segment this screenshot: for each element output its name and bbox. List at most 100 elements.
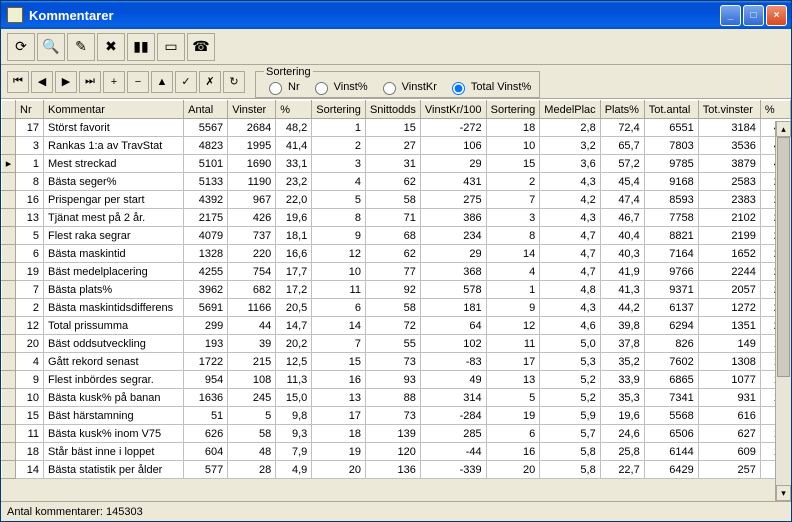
col-header[interactable]: Snittodds [365, 101, 420, 119]
cell: 15,0 [276, 389, 312, 407]
minimize-button[interactable]: _ [720, 5, 741, 26]
sort-radio[interactable] [269, 82, 282, 95]
sort-option-vinst%[interactable]: Vinst% [310, 79, 368, 95]
cell: 1077 [698, 371, 760, 389]
cell: 58 [228, 425, 276, 443]
col-header[interactable]: Tot.antal [644, 101, 698, 119]
col-header[interactable]: Antal [184, 101, 228, 119]
checkmark-icon[interactable]: ✓ [175, 71, 197, 93]
sort-radio[interactable] [383, 82, 396, 95]
table-row[interactable]: 9Flest inbördes segrar.95410811,31693491… [2, 371, 791, 389]
cell: Bästa kusk% på banan [44, 389, 184, 407]
refresh-icon[interactable]: ↻ [223, 71, 245, 93]
col-header[interactable]: Plats% [600, 101, 644, 119]
col-header[interactable]: Sortering [312, 101, 366, 119]
last-icon[interactable]: ⏭ [79, 71, 101, 93]
col-header[interactable]: Vinster [228, 101, 276, 119]
col-header[interactable]: MedelPlac [540, 101, 600, 119]
sortering-legend: Sortering [264, 66, 313, 78]
table-row[interactable]: ▸1Mest streckad5101169033,133129153,657,… [2, 155, 791, 173]
cell: 120 [365, 443, 420, 461]
table-row[interactable]: 5Flest raka segrar407973718,196823484,74… [2, 227, 791, 245]
cell: 12,5 [276, 353, 312, 371]
cell: 9 [486, 299, 540, 317]
reload-icon[interactable]: ⟳ [7, 33, 35, 61]
sort-option-vinstkr[interactable]: VinstKr [378, 79, 437, 95]
col-header[interactable]: Nr [16, 101, 44, 119]
cell: 6144 [644, 443, 698, 461]
first-icon[interactable]: ⏮ [7, 71, 29, 93]
table-row[interactable]: 6Bästa maskintid132822016,6126229144,740… [2, 245, 791, 263]
cell: 14 [16, 461, 44, 479]
edit-icon[interactable]: ✎ [67, 33, 95, 61]
cell: 4,3 [540, 299, 600, 317]
cell: 17 [312, 407, 366, 425]
cell: 431 [420, 173, 486, 191]
cell: 64 [420, 317, 486, 335]
row-indicator [2, 461, 16, 479]
cell: 106 [420, 137, 486, 155]
cell: Bästa maskintidsdifferens [44, 299, 184, 317]
scroll-up-icon[interactable]: ▴ [776, 121, 791, 137]
close-button[interactable]: × [766, 5, 787, 26]
binoculars-icon[interactable]: 🔍 [37, 33, 65, 61]
sort-radio[interactable] [315, 82, 328, 95]
table-row[interactable]: 8Bästa seger%5133119023,246243124,345,49… [2, 173, 791, 191]
table-row[interactable]: 17Störst favorit5567268448,2115-272182,8… [2, 119, 791, 137]
cell: 2175 [184, 209, 228, 227]
delete-icon[interactable]: ✖ [97, 33, 125, 61]
col-header[interactable]: Sortering [486, 101, 540, 119]
table-row[interactable]: 4Gått rekord senast172221512,51573-83175… [2, 353, 791, 371]
cell: 8 [16, 173, 44, 191]
prev-icon[interactable]: ◀ [31, 71, 53, 93]
cancel-icon[interactable]: ✗ [199, 71, 221, 93]
table-row[interactable]: 19Bäst medelplacering425575417,710773684… [2, 263, 791, 281]
cell: 40,3 [600, 245, 644, 263]
chart-icon[interactable]: ▮▮ [127, 33, 155, 61]
scroll-down-icon[interactable]: ▾ [776, 485, 791, 501]
col-header[interactable]: VinstKr/100 [420, 101, 486, 119]
cell: 826 [644, 335, 698, 353]
cell: 29 [420, 245, 486, 263]
table-row[interactable]: 18Står bäst inne i loppet604487,919120-4… [2, 443, 791, 461]
table-row[interactable]: 10Bästa kusk% på banan163624515,01388314… [2, 389, 791, 407]
next-icon[interactable]: ▶ [55, 71, 77, 93]
table-row[interactable]: 14Bästa statistik per ålder577284,920136… [2, 461, 791, 479]
cell: 2583 [698, 173, 760, 191]
scroll-thumb[interactable] [777, 137, 790, 377]
data-grid[interactable]: NrKommentarAntalVinster%SorteringSnittod… [1, 100, 791, 479]
titlebar: Kommentarer _ □ × [1, 1, 791, 29]
table-row[interactable]: 3Rankas 1:a av TravStat4823199541,422710… [2, 137, 791, 155]
cell: 4 [486, 263, 540, 281]
table-row[interactable]: 13Tjänat mest på 2 år.217542619,68713863… [2, 209, 791, 227]
table-row[interactable]: 2Bästa maskintidsdifferens5691116620,565… [2, 299, 791, 317]
cell: 1 [312, 119, 366, 137]
cell: 5 [486, 389, 540, 407]
col-header[interactable]: % [276, 101, 312, 119]
sort-option-nr[interactable]: Nr [264, 79, 300, 95]
col-header[interactable]: Tot.vinster [698, 101, 760, 119]
cell: 5568 [644, 407, 698, 425]
table-row[interactable]: 15Bäst härstamning5159,81773-284195,919,… [2, 407, 791, 425]
cell: 5691 [184, 299, 228, 317]
col-header[interactable]: Kommentar [44, 101, 184, 119]
table-row[interactable]: 11Bästa kusk% inom V75626589,31813928565… [2, 425, 791, 443]
sort-option-total vinst%[interactable]: Total Vinst% [447, 79, 531, 95]
screen-icon[interactable]: ▭ [157, 33, 185, 61]
table-row[interactable]: 20Bäst oddsutveckling1933920,2755102115,… [2, 335, 791, 353]
table-row[interactable]: 16Prispengar per start439296722,05582757… [2, 191, 791, 209]
maximize-button[interactable]: □ [743, 5, 764, 26]
vertical-scrollbar[interactable]: ▴ ▾ [775, 121, 791, 501]
up-icon[interactable]: ▲ [151, 71, 173, 93]
cell: 25,8 [600, 443, 644, 461]
col-header[interactable]: % [760, 101, 790, 119]
add-icon[interactable]: + [103, 71, 125, 93]
phone-icon[interactable]: ☎ [187, 33, 215, 61]
cell: Bästa kusk% inom V75 [44, 425, 184, 443]
cell: 6865 [644, 371, 698, 389]
table-row[interactable]: 12Total prissumma2994414,7147264124,639,… [2, 317, 791, 335]
table-row[interactable]: 7Bästa plats%396268217,2119257814,841,39… [2, 281, 791, 299]
sort-radio[interactable] [452, 82, 465, 95]
cell: 931 [698, 389, 760, 407]
remove-icon[interactable]: − [127, 71, 149, 93]
